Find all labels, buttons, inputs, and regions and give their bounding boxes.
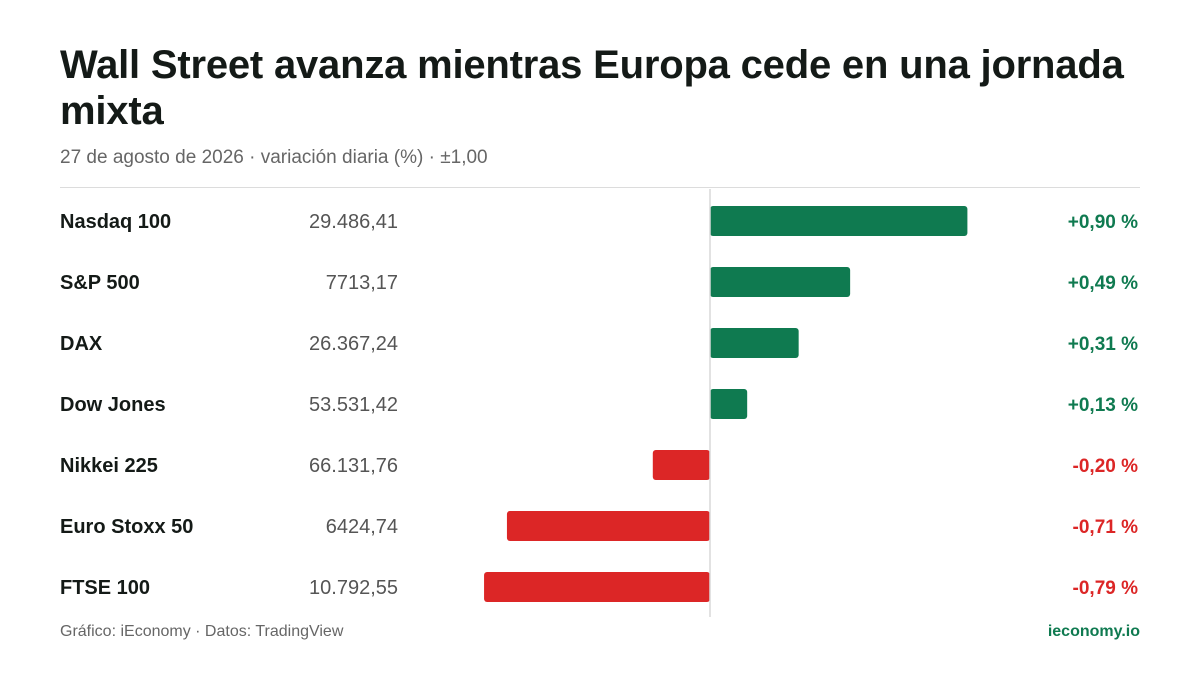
negative-change-bar bbox=[652, 450, 710, 480]
change-percent-label: +0,90 % bbox=[1068, 212, 1138, 233]
chart-title: Wall Street avanza mientras Europa cede … bbox=[60, 43, 1124, 133]
negative-change-bar bbox=[506, 511, 710, 541]
positive-change-bar bbox=[710, 389, 748, 419]
footer-source: Gráfico: iEconomy · Datos: TradingView bbox=[60, 623, 344, 640]
index-name-label: Nikkei 225 bbox=[60, 455, 158, 477]
positive-change-bar bbox=[710, 267, 851, 297]
index-level-value: 6424,74 bbox=[326, 516, 398, 538]
change-percent-label: -0,71 % bbox=[1073, 517, 1139, 538]
change-percent-label: -0,79 % bbox=[1073, 578, 1139, 599]
change-percent-label: +0,31 % bbox=[1068, 334, 1138, 355]
chart-subtitle: 27 de agosto de 2026 · variación diaria … bbox=[60, 147, 488, 168]
index-level-value: 26.367,24 bbox=[309, 333, 398, 355]
index-level-value: 7713,17 bbox=[326, 272, 398, 294]
index-name-label: Euro Stoxx 50 bbox=[60, 516, 193, 538]
negative-change-bar bbox=[484, 572, 710, 602]
change-percent-label: +0,13 % bbox=[1068, 395, 1138, 416]
index-name-label: Dow Jones bbox=[60, 394, 166, 416]
index-level-value: 53.531,42 bbox=[309, 394, 398, 416]
index-name-label: Nasdaq 100 bbox=[60, 211, 171, 233]
footer-brand-link[interactable]: ieconomy.io bbox=[1047, 623, 1140, 640]
change-percent-label: -0,20 % bbox=[1073, 456, 1139, 477]
index-name-label: FTSE 100 bbox=[60, 577, 150, 599]
positive-change-bar bbox=[710, 206, 968, 236]
index-name-label: DAX bbox=[60, 333, 103, 355]
change-percent-label: +0,49 % bbox=[1068, 273, 1138, 294]
header-divider bbox=[60, 187, 1140, 188]
index-name-label: S&P 500 bbox=[60, 272, 140, 294]
index-level-value: 10.792,55 bbox=[309, 577, 398, 599]
index-level-value: 66.131,76 bbox=[309, 455, 398, 477]
index-level-value: 29.486,41 bbox=[309, 211, 398, 233]
positive-change-bar bbox=[710, 328, 799, 358]
